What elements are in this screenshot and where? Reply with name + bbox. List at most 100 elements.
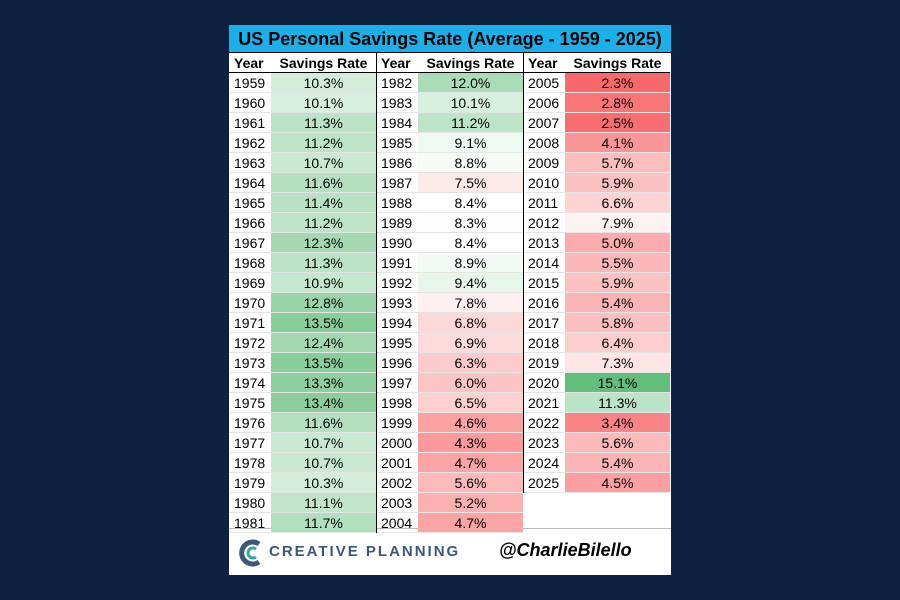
rate-cell: 7.3% — [565, 353, 670, 373]
year-cell: 2013 — [523, 233, 565, 253]
year-cell: 2000 — [376, 433, 418, 453]
rate-cell: 4.3% — [418, 433, 523, 453]
rate-cell: 5.9% — [565, 273, 670, 293]
rate-cell: 10.3% — [271, 473, 376, 493]
year-cell: 1975 — [229, 393, 271, 413]
year-cell: 2002 — [376, 473, 418, 493]
year-cell: 2017 — [523, 313, 565, 333]
rate-cell: 11.6% — [271, 173, 376, 193]
year-cell: 1973 — [229, 353, 271, 373]
rate-cell: 7.9% — [565, 213, 670, 233]
rate-cell: 6.5% — [418, 393, 523, 413]
year-cell: 1976 — [229, 413, 271, 433]
rate-cell: 5.6% — [565, 433, 670, 453]
year-cell: 1974 — [229, 373, 271, 393]
year-cell: 2015 — [523, 273, 565, 293]
year-cell: 1990 — [376, 233, 418, 253]
rate-cell: 8.4% — [418, 193, 523, 213]
rate-cell: 8.8% — [418, 153, 523, 173]
rate-cell: 2.8% — [565, 93, 670, 113]
year-cell: 2004 — [376, 513, 418, 533]
header-cell: Savings Rate — [565, 53, 670, 73]
rate-cell: 2.3% — [565, 73, 670, 93]
year-cell: 2006 — [523, 93, 565, 113]
rate-cell: 5.4% — [565, 453, 670, 473]
rate-cell: 6.9% — [418, 333, 523, 353]
rate-cell: 13.3% — [271, 373, 376, 393]
year-cell: 1986 — [376, 153, 418, 173]
rate-cell: 9.1% — [418, 133, 523, 153]
rate-cell: 10.1% — [418, 93, 523, 113]
rate-cell: 8.4% — [418, 233, 523, 253]
rate-cell: 6.3% — [418, 353, 523, 373]
year-cell: 1989 — [376, 213, 418, 233]
rate-cell: 13.5% — [271, 353, 376, 373]
year-cell: 1977 — [229, 433, 271, 453]
rate-cell: 5.5% — [565, 253, 670, 273]
rate-cell: 5.2% — [418, 493, 523, 513]
year-cell: 1964 — [229, 173, 271, 193]
rate-cell: 11.2% — [271, 213, 376, 233]
rate-cell: 6.8% — [418, 313, 523, 333]
year-cell: 2025 — [523, 473, 565, 493]
rate-cell: 13.4% — [271, 393, 376, 413]
year-cell: 1966 — [229, 213, 271, 233]
rate-cell: 5.7% — [565, 153, 670, 173]
year-cell: 2022 — [523, 413, 565, 433]
rate-cell: 11.3% — [565, 393, 670, 413]
year-cell: 1972 — [229, 333, 271, 353]
year-cell: 1959 — [229, 73, 271, 93]
year-cell: 1997 — [376, 373, 418, 393]
header-cell: Savings Rate — [271, 53, 376, 73]
rate-cell: 13.5% — [271, 313, 376, 333]
year-cell: 2021 — [523, 393, 565, 413]
rate-cell: 11.3% — [271, 253, 376, 273]
year-cell: 1993 — [376, 293, 418, 313]
year-cell: 2016 — [523, 293, 565, 313]
header-cell: Year — [523, 53, 565, 73]
year-cell: 1963 — [229, 153, 271, 173]
rate-cell: 11.2% — [418, 113, 523, 133]
year-cell: 1988 — [376, 193, 418, 213]
header-cell: Year — [229, 53, 271, 73]
year-cell: 1981 — [229, 513, 271, 533]
year-cell: 2023 — [523, 433, 565, 453]
rate-cell: 5.4% — [565, 293, 670, 313]
rate-cell: 10.7% — [271, 433, 376, 453]
year-cell: 2003 — [376, 493, 418, 513]
year-cell: 1970 — [229, 293, 271, 313]
year-cell: 1982 — [376, 73, 418, 93]
year-cell: 1991 — [376, 253, 418, 273]
rate-cell: 5.0% — [565, 233, 670, 253]
rate-cell: 10.3% — [271, 73, 376, 93]
year-cell: 1992 — [376, 273, 418, 293]
header-cell: Savings Rate — [418, 53, 523, 73]
year-cell: 1978 — [229, 453, 271, 473]
rate-cell: 5.9% — [565, 173, 670, 193]
rate-cell: 6.4% — [565, 333, 670, 353]
rate-cell: 11.7% — [271, 513, 376, 533]
rate-cell: 12.0% — [418, 73, 523, 93]
year-cell: 2019 — [523, 353, 565, 373]
year-cell: 1971 — [229, 313, 271, 333]
table-title: US Personal Savings Rate (Average - 1959… — [229, 25, 671, 53]
rate-cell: 10.9% — [271, 273, 376, 293]
rate-cell: 9.4% — [418, 273, 523, 293]
rate-cell: 10.1% — [271, 93, 376, 113]
year-cell: 1983 — [376, 93, 418, 113]
column-separator — [523, 53, 524, 493]
rate-cell: 2.5% — [565, 113, 670, 133]
rate-cell: 11.2% — [271, 133, 376, 153]
rate-cell: 3.4% — [565, 413, 670, 433]
header-cell: Year — [376, 53, 418, 73]
rate-cell: 12.3% — [271, 233, 376, 253]
year-cell: 1995 — [376, 333, 418, 353]
rate-cell: 7.5% — [418, 173, 523, 193]
year-cell: 1996 — [376, 353, 418, 373]
year-cell: 2012 — [523, 213, 565, 233]
footer: CREATIVE PLANNING @CharlieBilello — [229, 528, 671, 576]
year-cell: 1999 — [376, 413, 418, 433]
year-cell: 2005 — [523, 73, 565, 93]
column-separator — [376, 53, 377, 533]
year-cell: 2010 — [523, 173, 565, 193]
